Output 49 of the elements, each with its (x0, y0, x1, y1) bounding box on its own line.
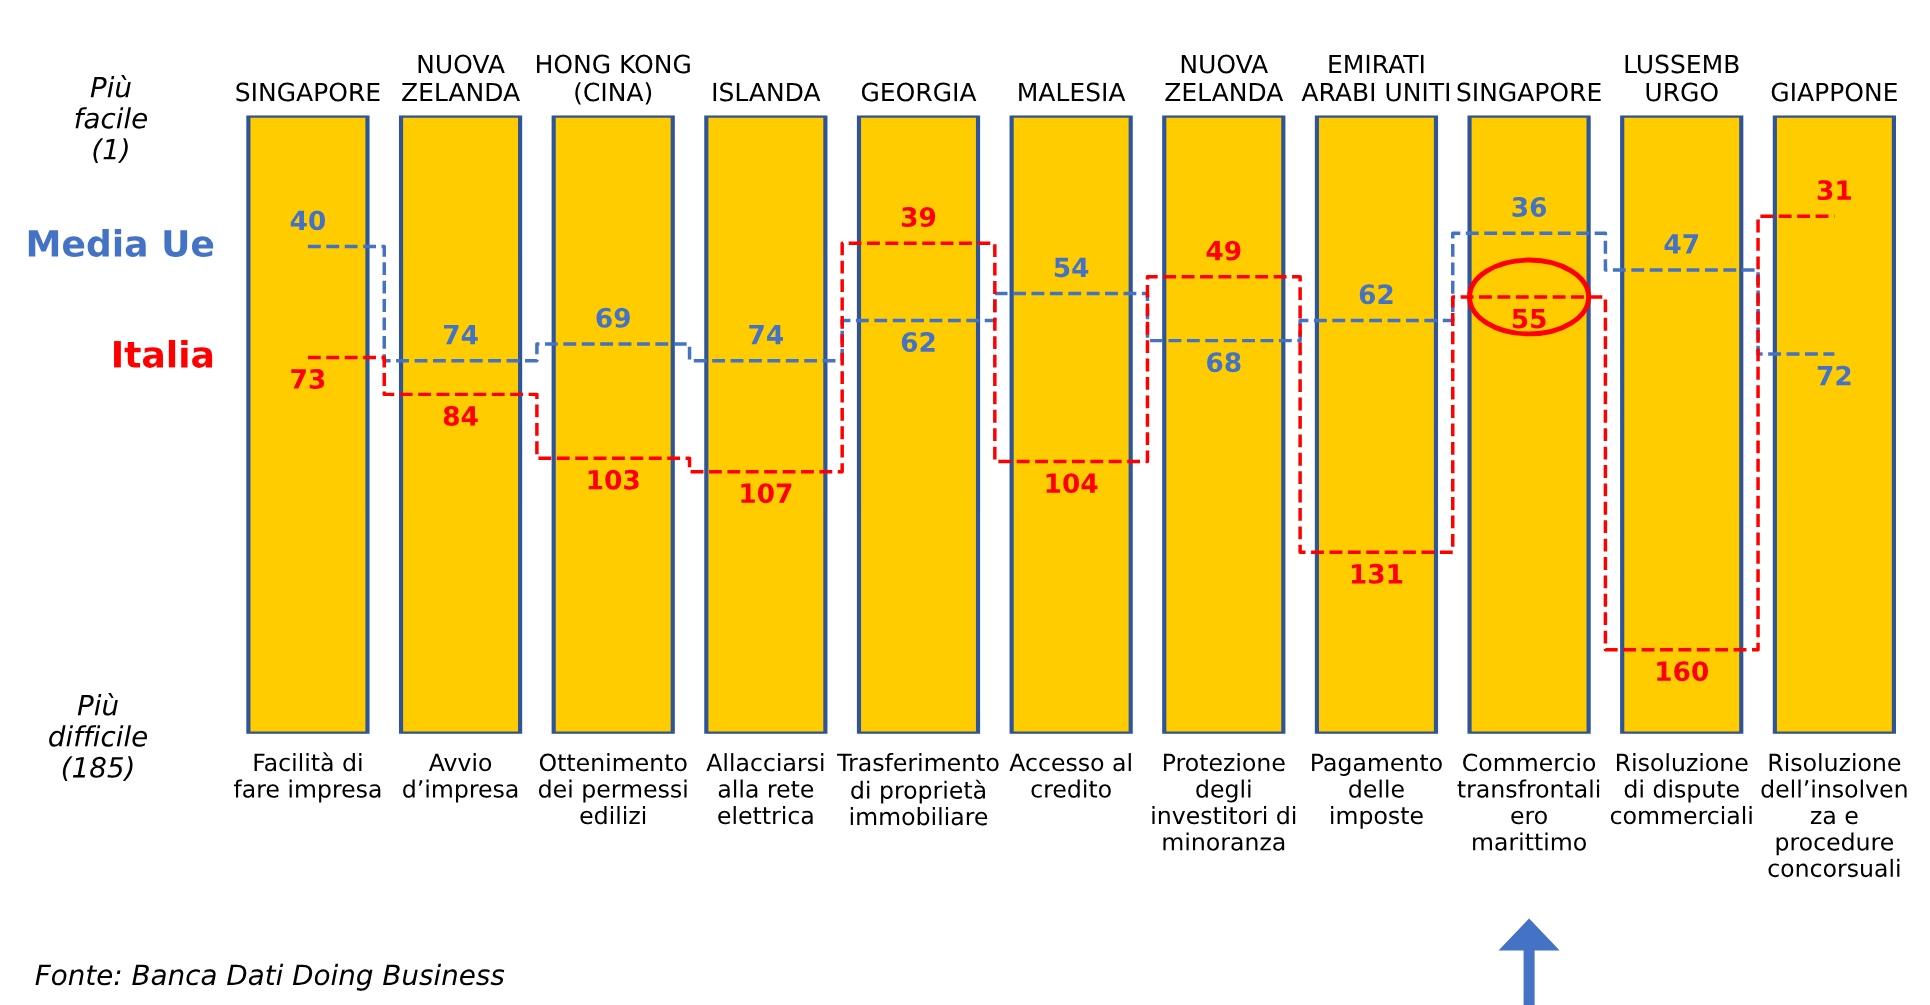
text: Media Ue (28, 229, 214, 258)
text: HONG KONG (CINA) (537, 54, 690, 105)
x-tick-label: Pagamento delle imposte (1312, 753, 1442, 829)
y-tick-label: Più facile (1) (75, 74, 148, 164)
text: Italia (114, 339, 213, 368)
data-label: 84 (443, 405, 478, 426)
x-tick-label: Allacciarsi alla rete elettrica (706, 753, 824, 825)
data-label: 160 (1657, 661, 1709, 682)
data-label: 68 (1207, 352, 1241, 373)
x-tick-label: Commercio transfrontali ero marittimo (1457, 753, 1600, 851)
data-label: 39 (901, 207, 936, 227)
text: GIAPPONE (1771, 82, 1897, 102)
x-tick-label: Ottenimento dei permessi edilizi (538, 753, 687, 825)
data-label: 103 (588, 469, 639, 490)
text: SINGAPORE (236, 82, 380, 102)
data-label: 55 (1512, 308, 1546, 329)
source-note: Fonte: Banca Dati Doing Business (35, 963, 505, 991)
data-label: 73 (291, 369, 325, 389)
y-tick-label: Più difficile (185) (49, 692, 148, 782)
data-label: 36 (1512, 196, 1547, 217)
data-label: 62 (901, 332, 935, 353)
text: GEORGIA (861, 82, 977, 102)
data-label: 40 (290, 210, 326, 231)
data-label: 49 (1206, 240, 1241, 261)
data-label: 131 (1351, 563, 1403, 584)
data-label: 107 (741, 483, 792, 504)
x-tick-label: Risoluzione di dispute commerciali (1610, 753, 1752, 825)
x-tick-label: Protezione degli investitori di minoranza (1152, 753, 1296, 851)
text: NUOVA ZELANDA (402, 54, 520, 102)
x-tick-label: Trasferimento di proprietà immobiliare (837, 753, 999, 826)
data-label: 72 (1817, 365, 1851, 386)
data-label: 104 (1046, 473, 1098, 494)
data-label: 74 (749, 324, 784, 345)
data-label: 47 (1664, 234, 1698, 254)
data-label: 69 (596, 307, 630, 328)
data-label: 74 (443, 324, 478, 345)
text: SINGAPORE (1457, 82, 1601, 102)
text: EMIRATI ARABI UNITI (1301, 54, 1450, 102)
data-label: 31 (1817, 180, 1851, 201)
text: MALESIA (1019, 82, 1126, 102)
x-tick-label: Facilità di fare impresa (233, 752, 381, 803)
text: ISLANDA (713, 82, 821, 102)
data-label: 54 (1054, 257, 1089, 278)
text: LUSSEMB URGO (1625, 54, 1739, 102)
x-tick-label: Avvio d’impresa (403, 753, 518, 803)
x-tick-label: Accesso al credito (1009, 753, 1131, 798)
data-label: 62 (1359, 284, 1393, 305)
x-tick-label: Risoluzione dell’insolven za e procedure concorsuali (1761, 753, 1907, 878)
text: NUOVA ZELANDA (1165, 54, 1284, 102)
